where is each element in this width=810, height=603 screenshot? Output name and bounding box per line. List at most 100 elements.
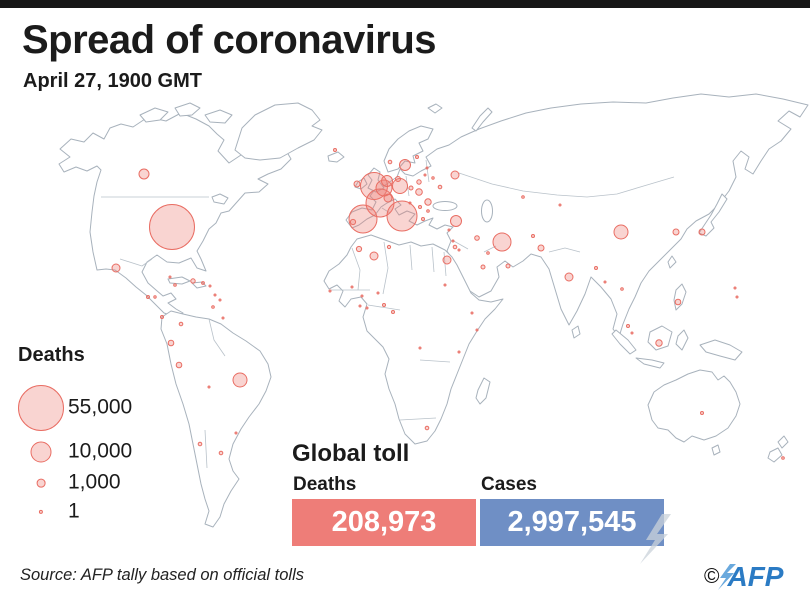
death-bubble-greece [421, 217, 425, 221]
death-bubble-uae [505, 263, 511, 269]
death-bubble-niger [376, 291, 380, 295]
death-bubble-singapore [630, 331, 634, 335]
death-bubble-south-korea [672, 228, 680, 236]
cases-value: 2,997,545 [507, 506, 637, 538]
death-bubble-puerto-rico [201, 281, 205, 285]
landmass-madagascar [475, 377, 491, 405]
death-bubble-turkey [450, 215, 462, 227]
legend-circle-55000 [18, 385, 64, 431]
death-bubble-netherlands [381, 175, 393, 187]
death-bubble-united-states [149, 204, 195, 250]
legend-title: Deaths [18, 344, 85, 366]
death-bubble-spain [348, 204, 378, 234]
landmass-scandinavia [383, 125, 434, 173]
landmass-japan [698, 193, 728, 237]
border-sahara-1 [351, 241, 447, 295]
landmass-cuba [167, 276, 191, 285]
landmass-philippines [673, 283, 687, 311]
death-bubble-bangladesh [594, 266, 598, 270]
death-bubble-lebanon [451, 239, 455, 243]
death-bubble-brazil [232, 372, 248, 388]
landmass-arctic-island-1 [139, 107, 169, 123]
death-bubble-canada [138, 168, 150, 180]
death-bubble-israel [452, 244, 458, 250]
landmass-north-america [58, 112, 292, 318]
death-bubble-finland [415, 155, 419, 159]
death-bubble-philippines [674, 298, 682, 306]
death-bubble-antilles-2 [213, 293, 217, 297]
death-bubble-tunisia [386, 244, 392, 250]
legend-label-10000: 10,000 [68, 439, 133, 463]
page-title: Spread of coronavirus [22, 18, 437, 62]
credit: © AFP [704, 561, 783, 593]
landmass-arctic-island-3 [204, 109, 233, 124]
death-bubble-estonia [425, 166, 429, 170]
bubble-layer [111, 148, 785, 460]
legend-label-55000: 55,000 [68, 395, 133, 419]
deaths-label: Deaths [293, 474, 357, 495]
death-bubble-kenya [475, 328, 479, 332]
death-bubble-sweden [399, 159, 411, 171]
landmass-great-britain [367, 167, 385, 193]
landmass-australia [647, 369, 741, 443]
death-bubble-nigeria [382, 303, 386, 307]
death-bubble-bolivia [207, 385, 211, 389]
death-bubble-austria [415, 188, 423, 196]
death-bubble-kazakhstan [521, 195, 525, 199]
death-bubble-egypt [442, 255, 452, 265]
death-bubble-japan [698, 228, 706, 236]
landmass-africa [323, 234, 504, 445]
landmass-sulawesi [675, 329, 689, 351]
death-bubble-argentina [218, 450, 224, 456]
death-bubble-kyrgyzstan [558, 203, 562, 207]
death-bubble-dominican-republic [190, 278, 196, 284]
death-bubble-jordan [457, 248, 461, 252]
death-bubble-ghana [365, 306, 369, 310]
death-bubble-lithuania [423, 173, 427, 177]
death-bubble-chile [197, 441, 203, 447]
death-bubble-pacific-1 [733, 286, 737, 290]
landmass-sri-lanka [571, 325, 581, 339]
death-bubble-pakistan [537, 244, 545, 252]
death-bubble-antilles-1 [208, 284, 212, 288]
landmass-java [635, 357, 665, 369]
death-bubble-cuba [173, 283, 177, 287]
death-bubble-russia [450, 170, 460, 180]
legend-circle-10000 [30, 441, 52, 463]
border-africa-sahel [330, 289, 451, 421]
copyright-symbol: © [704, 565, 720, 588]
death-bubble-china [613, 224, 629, 240]
death-bubble-guyana [221, 316, 225, 320]
afp-lightning-icon [718, 564, 737, 590]
death-bubble-iran [492, 232, 512, 252]
death-bubble-colombia [178, 321, 184, 327]
death-bubble-ethiopia [470, 311, 474, 315]
death-bubble-panama [160, 315, 164, 319]
legend-label-1000: 1,000 [68, 470, 121, 494]
death-bubble-ecuador [167, 339, 175, 347]
death-bubble-thailand [620, 287, 624, 291]
border-south-america [204, 318, 226, 469]
landmass-south-america [160, 310, 272, 528]
landmass-hispaniola [191, 281, 207, 289]
death-bubble-serbia [418, 205, 422, 209]
death-bubble-sudan [443, 283, 447, 287]
death-bubble-ireland [353, 180, 361, 188]
death-bubble-india [564, 272, 574, 282]
death-bubble-cameroon [391, 310, 395, 314]
landmass-taiwan [667, 255, 677, 269]
landmass-iceland [327, 151, 345, 163]
death-bubble-myanmar [603, 280, 607, 284]
deaths-value: 208,973 [331, 506, 437, 538]
source-note: Source: AFP tally based on official toll… [20, 566, 304, 584]
death-bubble-iceland [333, 148, 337, 152]
death-bubble-cuba-west [168, 275, 172, 279]
landmass-svalbard [427, 103, 443, 114]
death-bubble-dr-congo [418, 346, 422, 350]
death-bubble-kuwait [486, 251, 490, 255]
death-bubble-uruguay [234, 431, 238, 435]
death-bubble-pacific-2 [735, 295, 739, 299]
death-bubble-norway [387, 159, 393, 165]
death-bubble-mali [350, 285, 354, 289]
death-bubble-guatemala [146, 295, 150, 299]
